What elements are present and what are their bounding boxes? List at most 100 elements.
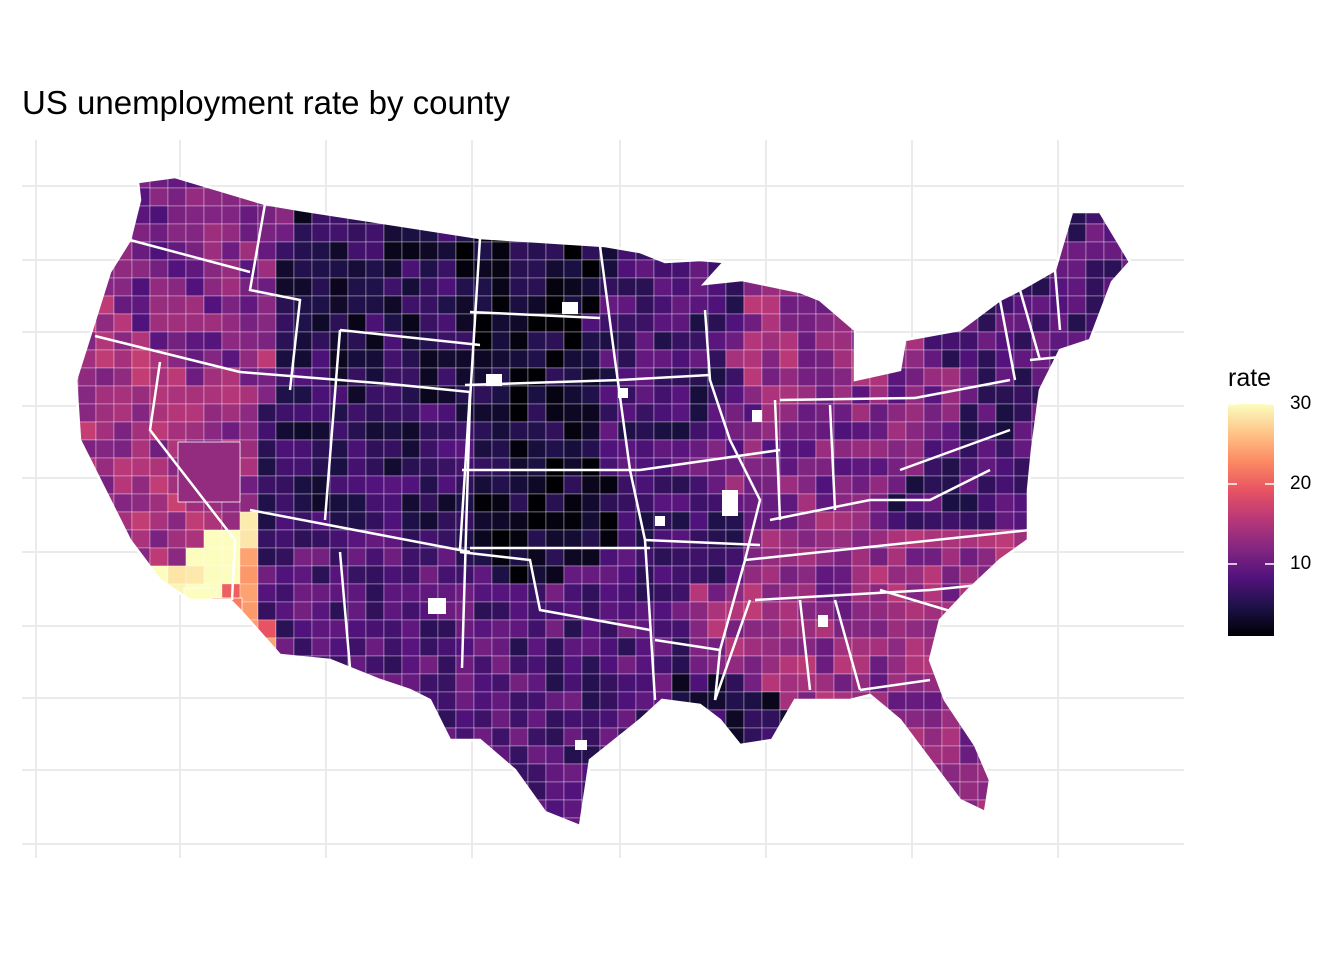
- county-cell: [113, 637, 133, 657]
- county-cell: [527, 259, 547, 279]
- county-cell: [131, 727, 151, 747]
- county-cell: [833, 277, 853, 297]
- state-borders: [94, 203, 1081, 701]
- county-cell: [797, 727, 817, 747]
- county-cell: [653, 331, 673, 351]
- county-cell: [959, 691, 979, 711]
- county-cell: [437, 619, 457, 639]
- county-cell: [1121, 295, 1130, 315]
- county-cell: [185, 781, 205, 801]
- county-cell: [275, 547, 295, 567]
- county-cell: [149, 673, 169, 693]
- county-cell: [1013, 655, 1033, 675]
- county-cell: [473, 403, 493, 423]
- county-cell: [725, 817, 745, 826]
- county-cell: [239, 367, 259, 387]
- county-cell: [761, 385, 781, 405]
- county-cell: [239, 421, 259, 441]
- county-cell: [545, 817, 565, 826]
- county-cell: [473, 637, 493, 657]
- county-cell: [599, 655, 619, 675]
- county-cell: [437, 439, 457, 459]
- county-cell: [491, 709, 511, 729]
- county-cell: [491, 601, 511, 621]
- county-cell: [671, 601, 691, 621]
- county-cell: [347, 205, 367, 225]
- county-cell: [725, 349, 745, 369]
- county-cell: [977, 511, 997, 531]
- county-cell: [77, 619, 97, 639]
- county-cell: [671, 349, 691, 369]
- county-cell: [977, 565, 997, 585]
- county-cell: [779, 637, 799, 657]
- county-cell: [149, 529, 169, 549]
- county-cell: [977, 187, 997, 207]
- county-cell: [437, 511, 457, 531]
- county-cell: [293, 745, 313, 765]
- county-cell: [509, 439, 529, 459]
- county-cell: [1121, 727, 1130, 747]
- county-cell: [95, 691, 115, 711]
- county-cell: [779, 475, 799, 495]
- county-cell: [239, 637, 259, 657]
- county-cell: [797, 547, 817, 567]
- county-cell: [581, 511, 601, 531]
- county-cell: [689, 691, 709, 711]
- county-cell: [275, 331, 295, 351]
- county-cell: [743, 349, 763, 369]
- county-cell: [257, 259, 277, 279]
- county-cell: [76, 781, 79, 801]
- county-cell: [203, 313, 223, 333]
- county-cell: [923, 583, 943, 603]
- county-cell: [581, 385, 601, 405]
- state-border-id: [248, 203, 302, 391]
- county-cell: [77, 655, 97, 675]
- county-cell: [113, 601, 133, 621]
- county-cell: [491, 673, 511, 693]
- county-cell: [689, 421, 709, 441]
- state-border-mo-ar: [644, 538, 761, 547]
- county-cell: [761, 295, 781, 315]
- county-cell: [797, 367, 817, 387]
- county-cell: [221, 277, 241, 297]
- county-cell: [635, 313, 655, 333]
- county-cell: [293, 187, 313, 207]
- county-cell: [95, 385, 115, 405]
- county-cell: [76, 727, 79, 747]
- county-cell: [923, 241, 943, 261]
- county-cell: [599, 331, 619, 351]
- county-cell: [347, 349, 367, 369]
- county-cell: [887, 799, 907, 819]
- county-cell: [1031, 295, 1051, 315]
- county-cell: [203, 277, 223, 297]
- county-cell: [149, 493, 169, 513]
- county-cell: [365, 403, 385, 423]
- county-cell: [581, 529, 601, 549]
- county-cell: [707, 547, 727, 567]
- county-cell: [221, 223, 241, 243]
- county-cell: [869, 727, 889, 747]
- county-cell: [545, 583, 565, 603]
- county-cell: [311, 421, 331, 441]
- county-cell: [1031, 241, 1051, 261]
- county-cell: [635, 565, 655, 585]
- county-cell: [365, 709, 385, 729]
- county-cell: [167, 385, 187, 405]
- county-cell: [401, 367, 421, 387]
- county-cell: [77, 295, 97, 315]
- county-cell: [761, 763, 781, 783]
- county-cell: [491, 187, 511, 207]
- county-cell: [311, 457, 331, 477]
- county-cell: [689, 817, 709, 826]
- county-cell: [383, 709, 403, 729]
- county-cell: [1121, 673, 1130, 693]
- county-cell: [1031, 673, 1051, 693]
- county-cell: [149, 205, 169, 225]
- county-cell: [167, 367, 187, 387]
- county-cell: [311, 763, 331, 783]
- county-cell: [329, 637, 349, 657]
- county-cell: [1103, 421, 1123, 441]
- county-cell: [275, 187, 295, 207]
- county-cell: [491, 763, 511, 783]
